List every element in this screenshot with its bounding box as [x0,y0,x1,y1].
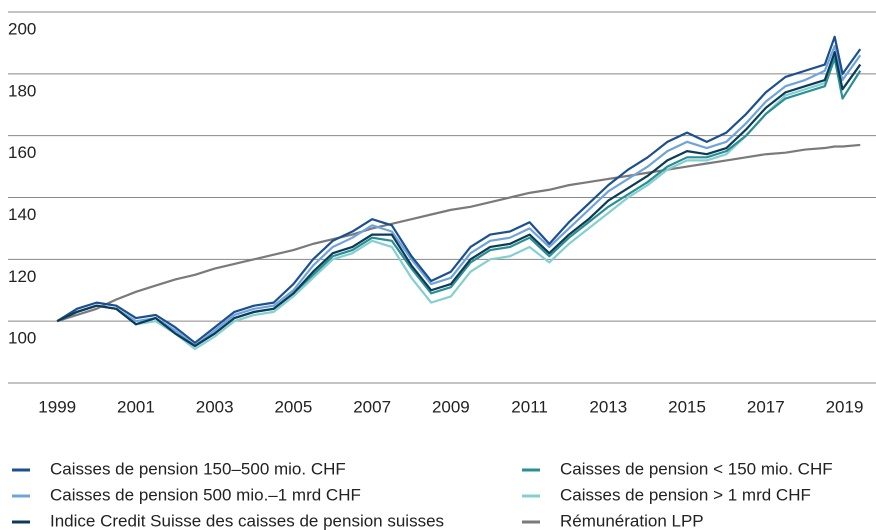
y-tick-label: 200 [8,19,36,38]
y-tick-label: 120 [8,267,36,286]
x-tick-label: 2015 [668,397,706,416]
x-tick-label: 2011 [511,397,548,416]
series-line [56,44,862,347]
legend-label: Caisses de pension > 1 mrd CHF [560,485,811,504]
y-tick-label: 140 [8,205,36,224]
series-line [56,54,862,351]
legend-label: Indice Credit Suisse des caisses de pens… [50,511,444,530]
series-line [56,57,862,347]
legend-label: Caisses de pension 500 mio.–1 mrd CHF [50,485,361,504]
x-tick-label: 2003 [196,397,234,416]
y-tick-label: 100 [8,329,36,348]
x-tick-label: 2007 [353,397,391,416]
series-line [56,35,862,344]
series-line [56,143,861,323]
series-line [56,51,862,347]
x-tick-label: 2009 [432,397,470,416]
x-tick-label: 2017 [747,397,785,416]
legend-label: Caisses de pension < 150 mio. CHF [560,459,833,478]
x-tick-label: 2013 [589,397,627,416]
x-tick-label: 2019 [826,397,864,416]
y-tick-label: 160 [8,143,36,162]
x-tick-label: 2001 [117,397,155,416]
legend-label: Rémunération LPP [560,511,704,530]
y-tick-label: 180 [8,81,36,100]
x-tick-label: 2005 [274,397,312,416]
legend-label: Caisses de pension 150–500 mio. CHF [50,459,346,478]
x-tick-label: 1999 [38,397,76,416]
